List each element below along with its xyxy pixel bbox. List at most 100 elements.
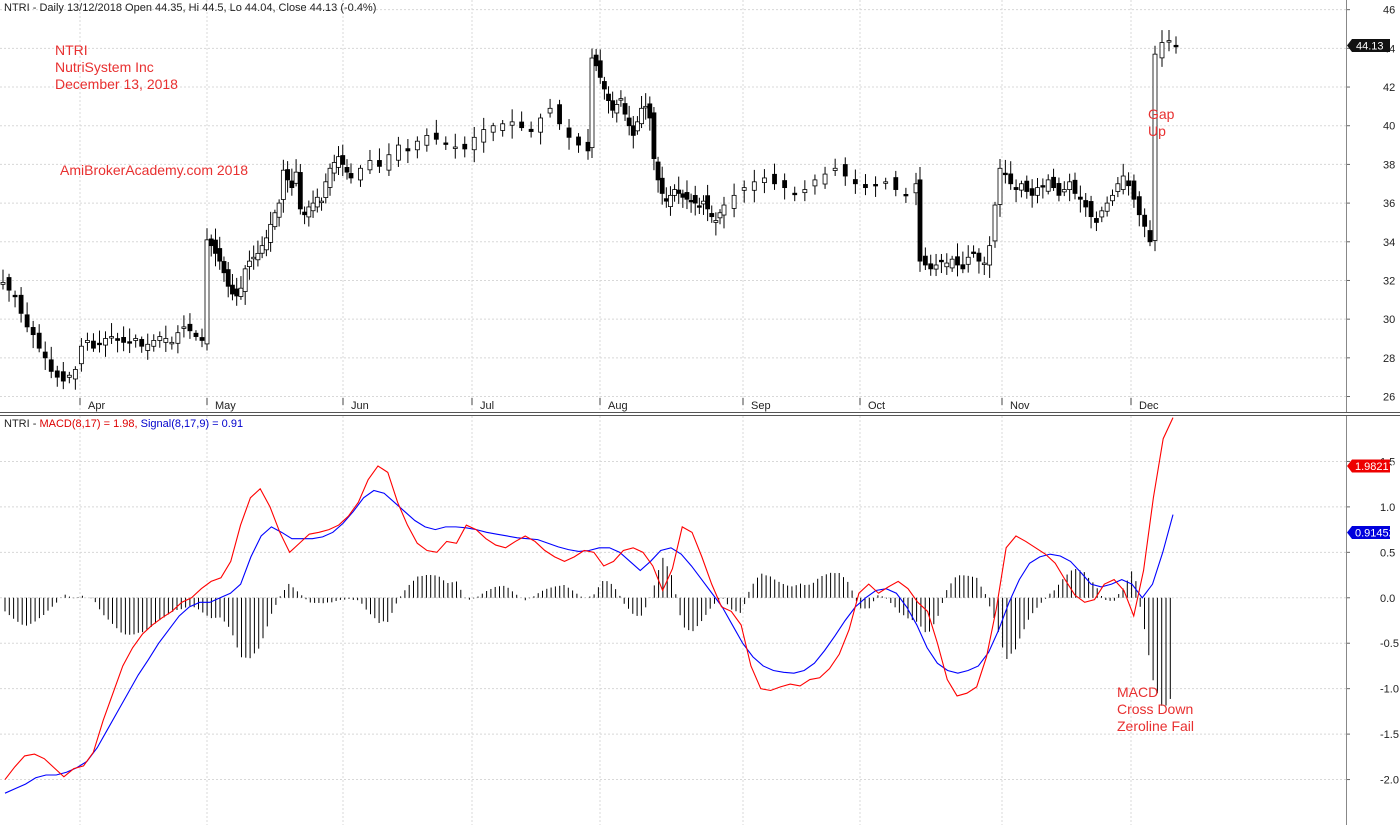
candle-body [1051, 176, 1056, 189]
candle [263, 229, 269, 257]
candle [655, 156, 661, 193]
candle-body [672, 189, 677, 196]
candle [414, 136, 420, 159]
candle [782, 173, 788, 200]
candle [965, 245, 971, 273]
candle [1094, 211, 1099, 232]
candle [405, 139, 411, 164]
candle [1029, 179, 1035, 208]
price-panel-grid [0, 0, 1346, 412]
candle-body [462, 143, 468, 150]
candle-body [18, 294, 24, 314]
candle [1173, 36, 1179, 54]
candle [606, 86, 611, 114]
candle [1024, 175, 1030, 199]
annotation-gap-up-line2: Up [1148, 123, 1166, 139]
candle [85, 332, 90, 351]
candle [601, 76, 607, 100]
candle-body [289, 180, 295, 189]
candle-body [331, 162, 337, 174]
candle [509, 109, 515, 139]
candle-body [1056, 183, 1062, 196]
candle [802, 180, 808, 202]
candle [1142, 208, 1148, 238]
candle-body [221, 261, 227, 274]
candle [696, 197, 702, 214]
candle [36, 324, 42, 353]
candle [386, 143, 392, 176]
candle [1152, 45, 1158, 252]
candle [348, 163, 354, 184]
candle [490, 122, 496, 142]
candle [576, 133, 581, 153]
candle [500, 120, 506, 137]
candle [302, 206, 307, 225]
x-tick-label: Nov [1010, 400, 1030, 412]
candle [832, 158, 838, 176]
candle [1110, 189, 1115, 206]
candle [395, 136, 401, 167]
candle-body [193, 332, 199, 337]
candle [622, 96, 628, 121]
candle-body [302, 211, 307, 216]
candle-body [772, 173, 777, 185]
candle [597, 49, 603, 84]
candle-body [433, 132, 439, 140]
candle-body [701, 200, 706, 205]
price-y-tick-label: 46 [1383, 5, 1395, 17]
candle-body [139, 339, 145, 347]
candle [1035, 178, 1040, 204]
candle [6, 273, 12, 302]
candle-body [965, 256, 971, 265]
candle [939, 253, 944, 274]
candle [323, 173, 329, 204]
candle-body [30, 327, 36, 336]
candle [377, 148, 382, 173]
candle [238, 276, 244, 300]
candle [1013, 179, 1019, 203]
candle [903, 187, 909, 203]
price-y-tick-label: 30 [1383, 314, 1395, 326]
candle [272, 209, 278, 230]
candle-body [12, 294, 18, 298]
candle [0, 269, 6, 290]
candle [589, 48, 595, 159]
candle [1061, 181, 1067, 197]
candle-body [358, 167, 363, 181]
candle [452, 133, 458, 159]
candle-body [610, 100, 616, 111]
candle [981, 256, 987, 276]
candle [672, 184, 677, 202]
candle [684, 180, 690, 210]
candle-body [928, 263, 934, 270]
candle [187, 313, 193, 339]
macd-panel-title: NTRI - MACD(8,17) = 1.98, Signal(8,17,9)… [4, 418, 243, 430]
candle-body [1094, 218, 1099, 223]
macd-value-box [1347, 459, 1390, 473]
candle [314, 188, 320, 213]
candle-body [622, 103, 628, 115]
candle [639, 95, 644, 129]
candle [1126, 172, 1131, 196]
candle-body [606, 93, 611, 101]
candle [230, 274, 235, 301]
candle-body [151, 340, 157, 347]
candle-body [933, 264, 939, 270]
candle-body [576, 136, 581, 146]
candle-body [293, 171, 299, 184]
candle-body [6, 277, 12, 291]
candle [91, 333, 96, 352]
candle-body [1126, 180, 1131, 187]
candle-body [981, 262, 987, 265]
last-close-box [1347, 39, 1390, 52]
candle [585, 129, 591, 160]
candle-body [1061, 189, 1067, 193]
candle [873, 176, 878, 197]
candle-body [684, 192, 690, 200]
candle-body [731, 194, 737, 209]
price-y-tick-label: 34 [1383, 237, 1395, 249]
candle-body [903, 193, 909, 197]
candle [741, 180, 747, 203]
signal-value-marker: 0.914527 [1347, 526, 1400, 540]
macd-title-macd: MACD(8,17) = 1.98, [39, 418, 140, 430]
